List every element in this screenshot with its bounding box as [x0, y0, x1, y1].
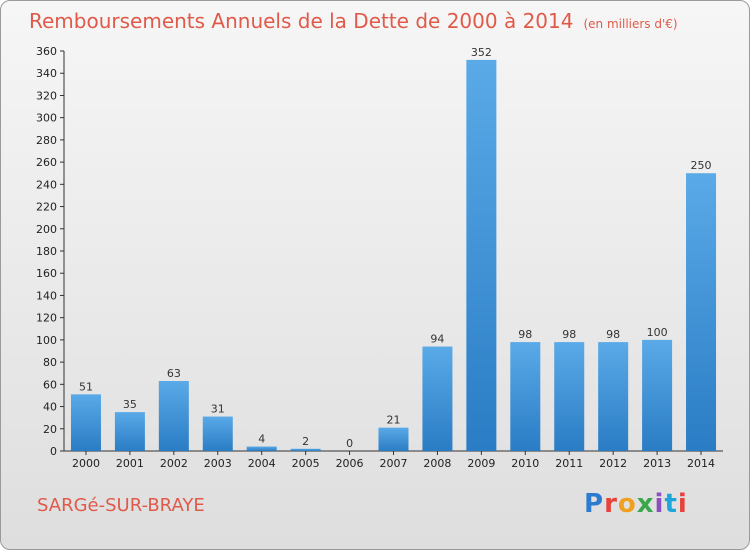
- y-tick-label: 340: [36, 67, 57, 80]
- data-label: 98: [606, 328, 620, 341]
- data-label: 51: [79, 380, 93, 393]
- bar: [114, 412, 145, 451]
- data-label: 4: [258, 433, 265, 446]
- data-label: 352: [471, 46, 492, 59]
- data-label: 98: [562, 328, 576, 341]
- y-tick-label: 140: [36, 289, 57, 302]
- x-tick-label: 2003: [204, 457, 232, 470]
- brand-logo-letter: r: [604, 489, 618, 519]
- x-tick-label: 2000: [72, 457, 100, 470]
- bar: [378, 427, 409, 451]
- x-tick-label: 2013: [643, 457, 671, 470]
- y-tick-label: 60: [43, 378, 57, 391]
- x-tick-label: 2011: [555, 457, 583, 470]
- x-tick-label: 2005: [292, 457, 320, 470]
- y-tick-label: 240: [36, 178, 57, 191]
- bar: [510, 342, 541, 451]
- y-tick-label: 280: [36, 134, 57, 147]
- y-tick-label: 20: [43, 423, 57, 436]
- y-tick-label: 360: [36, 45, 57, 58]
- y-tick-label: 200: [36, 223, 57, 236]
- bar: [554, 342, 585, 451]
- x-tick-label: 2010: [511, 457, 539, 470]
- bar: [598, 342, 629, 451]
- x-tick-label: 2009: [467, 457, 495, 470]
- y-tick-label: 260: [36, 156, 57, 169]
- y-tick-label: 40: [43, 401, 57, 414]
- x-tick-label: 2012: [599, 457, 627, 470]
- y-tick-label: 80: [43, 356, 57, 369]
- bar: [686, 173, 717, 451]
- data-label: 31: [211, 403, 225, 416]
- x-tick-label: 2002: [160, 457, 188, 470]
- bar: [422, 346, 453, 451]
- x-tick-label: 2004: [248, 457, 276, 470]
- y-tick-label: 320: [36, 89, 57, 102]
- y-tick-label: 300: [36, 112, 57, 125]
- bar: [202, 416, 233, 451]
- chart-title: Remboursements Annuels de la Dette de 20…: [29, 9, 678, 33]
- x-tick-label: 2006: [336, 457, 364, 470]
- brand-logo-letter: t: [664, 489, 678, 519]
- x-tick-label: 2001: [116, 457, 144, 470]
- data-label: 250: [691, 159, 712, 172]
- data-label: 35: [123, 398, 137, 411]
- brand-logo-letter: i: [677, 489, 688, 519]
- chart-bars: [70, 59, 717, 452]
- x-tick-label: 2014: [687, 457, 715, 470]
- chart-title-text: Remboursements Annuels de la Dette de 20…: [29, 9, 574, 33]
- bar: [158, 381, 189, 451]
- data-label: 98: [518, 328, 532, 341]
- x-tick-label: 2008: [423, 457, 451, 470]
- data-label: 100: [647, 326, 668, 339]
- brand-logo-letter: P: [584, 489, 605, 519]
- location-name: SARGé-SUR-BRAYE: [37, 495, 205, 516]
- bar: [466, 59, 497, 452]
- bar: [642, 339, 673, 451]
- brand-logo-letter: i: [654, 489, 665, 519]
- y-tick-label: 220: [36, 201, 57, 214]
- bar: [70, 394, 101, 451]
- y-tick-label: 0: [50, 445, 57, 458]
- data-label: 94: [430, 333, 444, 346]
- bar: [246, 446, 277, 451]
- brand-logo-letter: o: [617, 489, 637, 519]
- data-label: 2: [302, 435, 309, 448]
- y-tick-label: 180: [36, 245, 57, 258]
- data-label: 63: [167, 367, 181, 380]
- chart-subtitle: (en milliers d'€): [583, 17, 678, 31]
- data-label: 21: [387, 414, 401, 427]
- chart-axes: 0204060801001201401601802002202402602803…: [36, 45, 723, 470]
- y-tick-label: 160: [36, 267, 57, 280]
- y-tick-label: 100: [36, 334, 57, 347]
- chart-data-labels: 51 35 63 31 4 2 0 21 94 352 98 98 98 100 250: [79, 46, 712, 450]
- x-tick-label: 2007: [380, 457, 408, 470]
- y-tick-label: 120: [36, 312, 57, 325]
- brand-logo-letter: x: [636, 489, 655, 519]
- data-label: 0: [346, 437, 353, 450]
- brand-logo: Proxiti: [584, 489, 688, 519]
- bar: [290, 448, 321, 451]
